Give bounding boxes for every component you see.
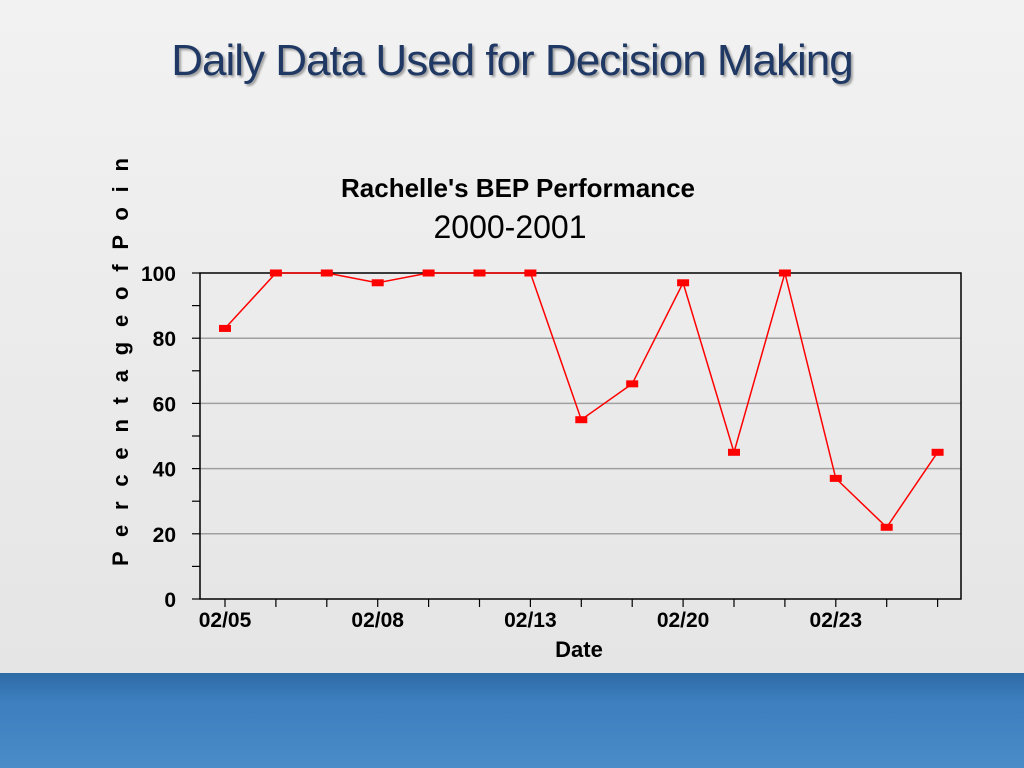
y-tick-label: 0 xyxy=(164,589,176,612)
x-tick-label: 02/23 xyxy=(810,609,863,632)
data-point xyxy=(524,269,537,277)
x-axis-label: Date xyxy=(555,637,603,662)
data-point xyxy=(677,279,690,287)
data-point xyxy=(626,380,639,388)
x-tick-label: 02/08 xyxy=(351,609,404,632)
data-point xyxy=(320,269,333,277)
data-point xyxy=(728,448,740,456)
data-point xyxy=(575,416,588,424)
data-point xyxy=(422,269,435,277)
plot-area xyxy=(199,272,962,600)
data-point xyxy=(269,269,282,277)
x-tick-label: 02/20 xyxy=(657,609,710,632)
gridlines xyxy=(200,337,961,535)
data-point xyxy=(880,523,893,531)
y-tick-label: 40 xyxy=(153,459,176,482)
data-point xyxy=(931,448,944,456)
x-tick-label: 02/05 xyxy=(199,609,252,632)
y-tick-label: 100 xyxy=(141,263,176,286)
data-point xyxy=(371,279,384,287)
footer-band xyxy=(0,673,1024,768)
slide-title: Daily Data Used for Decision Making xyxy=(171,36,854,85)
y-tick-label: 20 xyxy=(153,524,176,547)
x-axis-ticks: 02/05 02/08 02/13 02/20 02/23 xyxy=(199,599,939,632)
data-point xyxy=(778,269,791,277)
series-polyline xyxy=(224,270,939,529)
chart-subtitle: 2000-2001 xyxy=(433,209,586,245)
y-tick-label: 60 xyxy=(153,393,176,416)
data-point xyxy=(219,324,231,332)
x-tick-label: 02/13 xyxy=(504,609,557,632)
y-axis-label: P e r c e n t a g e o f P o i n xyxy=(108,158,133,566)
data-point xyxy=(829,474,842,482)
y-axis-ticks: 0 20 40 60 80 100 xyxy=(141,263,200,612)
y-tick-label: 80 xyxy=(153,328,176,351)
data-point xyxy=(473,269,486,277)
chart-title: Rachelle's BEP Performance xyxy=(341,173,695,203)
series-line xyxy=(219,269,944,531)
